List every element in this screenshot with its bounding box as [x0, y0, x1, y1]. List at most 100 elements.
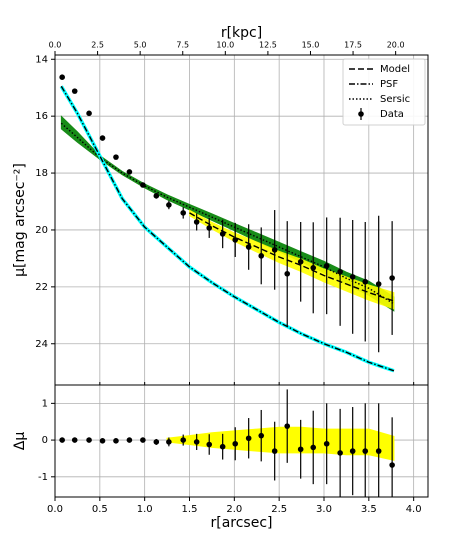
data-point	[271, 448, 278, 454]
y-tick-label: 0	[42, 435, 48, 446]
data-point	[245, 244, 252, 250]
data-point	[349, 448, 356, 454]
data-point	[153, 193, 160, 199]
data-point	[126, 437, 133, 443]
y-tick-label: 24	[35, 339, 48, 350]
axes: 14 16 18 20 22 24 μ[mag arcsec⁻²] -1 0 1 Δμ 0.0 2.5 5…	[12, 25, 429, 531]
main-plot	[55, 55, 428, 385]
data-point	[99, 438, 106, 444]
data-point	[71, 88, 78, 94]
data-point	[362, 278, 369, 285]
y-tick-label: 20	[35, 225, 48, 236]
data-point	[337, 268, 343, 275]
data-point	[258, 253, 265, 259]
data-point	[284, 423, 291, 429]
x-tick-label: 0.5	[92, 504, 108, 515]
data-point	[206, 441, 213, 448]
x-tick-label: 2.0	[226, 504, 242, 515]
data-point	[113, 154, 119, 160]
x2-tick-label: 2.5	[91, 41, 104, 50]
x2-tick-label: 17.5	[344, 41, 362, 50]
data-point	[59, 74, 65, 80]
residual-plot	[55, 385, 428, 497]
data-point	[219, 443, 226, 450]
data-point	[323, 440, 330, 447]
legend-label: Model	[380, 64, 410, 75]
data-point	[245, 435, 252, 442]
data-point	[140, 182, 146, 188]
data-point	[271, 247, 278, 253]
x2-tick-label: 15.0	[302, 41, 320, 50]
uncertainty-band	[189, 209, 395, 310]
y-tick-label: -1	[38, 472, 48, 483]
x2-tick-label: 5.0	[134, 41, 147, 50]
x-tick-label: 1.0	[137, 504, 153, 515]
x2-tick-label: 12.5	[259, 41, 277, 50]
data-point	[166, 202, 172, 208]
x-tick-label: 3.5	[361, 504, 377, 515]
psf-underlay	[59, 85, 395, 373]
data-point	[375, 448, 382, 454]
data-point	[140, 437, 146, 443]
x-tick-label: 3.0	[316, 504, 332, 515]
data-point	[193, 439, 200, 445]
legend: Model PSF Sersic Data	[342, 58, 426, 126]
data-point	[323, 263, 330, 269]
data-point	[219, 231, 226, 237]
legend-box	[342, 58, 426, 126]
data-point	[166, 439, 172, 445]
legend-label: PSF	[380, 79, 398, 90]
x2-tick-label: 0.0	[49, 41, 62, 50]
data-point	[86, 110, 92, 117]
x2-tick-label: 10.0	[216, 41, 234, 50]
data-point	[389, 462, 395, 468]
data-point	[284, 270, 291, 277]
x-tick-label: 1.5	[182, 504, 198, 515]
legend-marker	[358, 111, 364, 117]
data-point	[86, 437, 92, 443]
data-point	[126, 169, 133, 175]
data-point	[297, 446, 304, 453]
data-point	[153, 439, 160, 445]
y-tick-label: 22	[35, 282, 48, 293]
data-point	[71, 437, 78, 443]
data-point	[310, 264, 317, 271]
y-axis-label: μ[mag arcsec⁻²]	[12, 163, 28, 277]
x2-axis-label: r[kpc]	[221, 25, 262, 41]
data-point	[297, 259, 304, 265]
data-point	[375, 281, 382, 287]
model-line	[60, 85, 395, 372]
y-tick-label: 16	[35, 111, 48, 122]
y-tick-label: 1	[42, 398, 48, 409]
data-point	[59, 437, 65, 443]
axes-frame	[54, 384, 429, 498]
data-point	[99, 135, 106, 141]
x-tick-label: 2.5	[271, 504, 287, 515]
data-point	[258, 432, 265, 439]
x-tick-label: 0.0	[47, 504, 63, 515]
data-point	[113, 438, 119, 444]
y-tick-label: 18	[35, 168, 48, 179]
data-point	[349, 274, 356, 280]
legend-label: Sersic	[380, 94, 410, 105]
data-point	[180, 210, 187, 216]
y-axis-label: Δμ	[12, 432, 28, 451]
data-point	[310, 444, 317, 451]
data-point	[389, 275, 395, 281]
residual-band	[166, 426, 395, 461]
uncertainty-band	[60, 115, 395, 312]
data-point	[232, 237, 239, 243]
data-point	[362, 448, 369, 454]
legend-label: Data	[380, 109, 404, 120]
x2-tick-label: 20.0	[387, 41, 405, 50]
y-tick-label: 14	[35, 54, 48, 65]
data-point	[180, 437, 187, 443]
x-axis-label: r[arcsec]	[210, 515, 272, 531]
data-point	[232, 440, 239, 447]
data-point	[193, 219, 200, 225]
x-tick-label: 4.0	[406, 504, 422, 515]
x2-tick-label: 7.5	[176, 41, 189, 50]
data-point	[337, 450, 343, 456]
data-point	[206, 225, 213, 231]
